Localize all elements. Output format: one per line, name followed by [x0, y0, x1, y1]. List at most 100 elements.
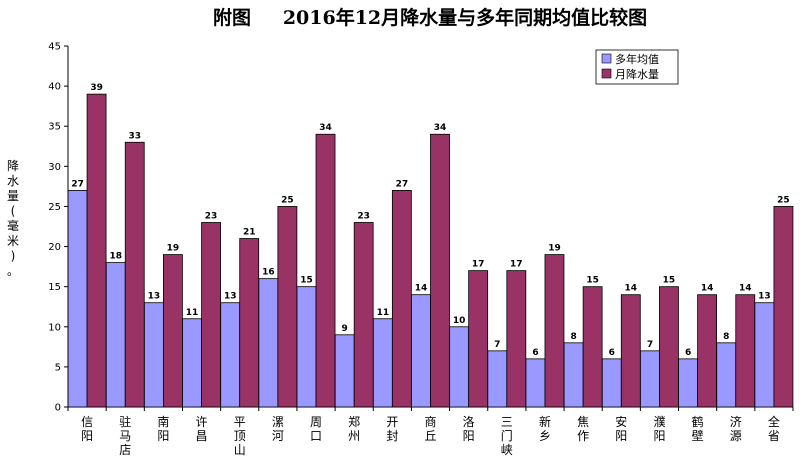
x-tick-label: 驻马店: [119, 414, 131, 457]
data-label: 13: [224, 292, 237, 302]
bar-average: [601, 358, 622, 408]
data-label: 34: [434, 123, 447, 133]
data-label: 7: [494, 340, 500, 350]
y-axis-label: 降水量(毫米)。: [7, 159, 19, 278]
bar-monthly: [697, 294, 718, 408]
y-axis-label-char: (: [11, 204, 16, 218]
y-axis-label-char: 毫: [7, 218, 19, 233]
x-tick-label: 郑州: [348, 414, 360, 443]
data-label: 23: [357, 211, 370, 221]
x-tick-label: 全省: [768, 414, 780, 443]
bar-average: [678, 358, 699, 408]
bar-average: [67, 189, 88, 408]
x-tick-label: 南阳: [157, 414, 169, 443]
data-label: 6: [532, 348, 538, 358]
y-tick-label: 25: [48, 202, 61, 213]
bars: [67, 93, 794, 408]
data-label: 8: [570, 332, 576, 342]
bar-average: [182, 318, 202, 408]
data-label: 27: [396, 179, 409, 189]
bar-average: [754, 302, 775, 408]
bar-monthly: [430, 133, 450, 408]
bar-monthly: [239, 238, 260, 408]
x-tick-label: 安阳: [615, 414, 627, 443]
bar-average: [716, 342, 737, 408]
data-label: 14: [739, 284, 752, 294]
y-tick-label: 15: [48, 282, 61, 293]
y-tick-label: 10: [48, 322, 61, 333]
x-tick-label: 三门峡: [501, 415, 513, 457]
x-tick-label: 周口: [310, 415, 322, 443]
y-axis-label-char: ): [11, 249, 16, 263]
data-label: 15: [663, 276, 676, 286]
legend-swatch: [601, 68, 612, 79]
legend-label: 多年均值: [615, 52, 659, 66]
data-label: 27: [71, 179, 84, 189]
x-tick-label: 平顶山: [234, 415, 246, 457]
data-label: 15: [586, 276, 599, 286]
x-tick-label: 济源: [730, 414, 742, 443]
bar-monthly: [582, 286, 603, 408]
bar-average: [411, 294, 431, 408]
y-axis-label-char: 水: [7, 174, 19, 188]
x-tick-label: 洛阳: [463, 414, 475, 443]
data-label: 19: [548, 244, 561, 254]
data-label: 15: [300, 276, 313, 286]
bar-monthly: [659, 286, 679, 408]
legend-swatch: [601, 53, 612, 64]
data-label: 14: [415, 284, 428, 294]
bar-average: [334, 334, 355, 408]
data-label: 11: [377, 308, 390, 318]
data-label: 25: [281, 195, 294, 205]
bar-monthly: [391, 189, 412, 408]
data-label: 34: [319, 123, 332, 133]
data-labels: 27 39 18 33 13 19 11 23 13 21 16 25 15 34 9 23 11 27 14 34 1…: [71, 83, 789, 358]
data-label: 16: [262, 268, 275, 278]
data-label: 33: [128, 131, 141, 141]
bar-monthly: [124, 141, 145, 408]
y-axis-label-char: 降: [7, 159, 19, 173]
bar-monthly: [544, 254, 565, 408]
y-tick-label: 0: [55, 403, 61, 414]
bar-average: [220, 302, 241, 408]
bar-monthly: [277, 206, 298, 408]
x-tick-label: 焦作: [577, 415, 589, 443]
data-label: 21: [243, 228, 256, 238]
bar-monthly: [315, 133, 336, 408]
bar-monthly: [201, 222, 221, 408]
legend-label: 月降水量: [615, 67, 659, 81]
bar-monthly: [86, 93, 107, 408]
data-label: 25: [777, 195, 790, 205]
y-tick-label: 30: [48, 162, 61, 173]
data-label: 6: [685, 348, 691, 358]
data-label: 14: [625, 284, 638, 294]
data-label: 18: [109, 252, 122, 262]
x-tick-label: 漯河: [272, 415, 284, 443]
data-label: 39: [90, 83, 103, 93]
data-label: 11: [186, 308, 199, 318]
x-tick-label: 新乡: [539, 414, 551, 443]
data-label: 6: [609, 348, 615, 358]
x-tick-label: 开封: [386, 415, 398, 443]
data-label: 23: [205, 211, 218, 221]
data-label: 8: [723, 332, 729, 342]
y-tick-label: 45: [48, 42, 61, 53]
data-label: 17: [472, 260, 485, 270]
chart-title: 2016年12月降水量与多年同期均值比较图: [283, 6, 647, 29]
bar-monthly: [353, 222, 374, 408]
data-label: 9: [342, 324, 348, 334]
y-tick-label: 20: [48, 242, 61, 253]
x-tick-label: 许昌: [196, 415, 208, 443]
x-tick-label: 濮阳: [653, 414, 665, 443]
bar-monthly: [735, 294, 756, 408]
y-tick-label: 5: [55, 362, 61, 373]
bar-average: [525, 358, 546, 408]
bar-average: [296, 286, 317, 408]
y-axis-label-char: 。: [7, 264, 19, 278]
data-label: 7: [647, 340, 653, 350]
bar-average: [563, 342, 584, 408]
y-axis-label-char: 量: [7, 189, 19, 203]
x-tick-label: 商丘: [424, 414, 436, 443]
